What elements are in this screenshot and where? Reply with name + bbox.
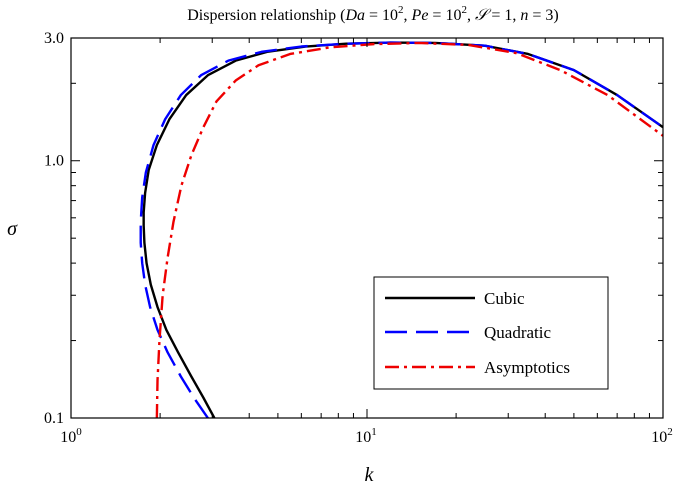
legend-label-cubic: Cubic bbox=[484, 289, 525, 308]
x-tick-label-100: 102 bbox=[651, 426, 673, 446]
x-tick-label-10: 101 bbox=[355, 426, 377, 446]
y-tick-label-1.0: 1.0 bbox=[44, 153, 64, 170]
legend-box bbox=[373, 276, 609, 390]
legend-label-asymptotics: Asymptotics bbox=[484, 358, 570, 377]
series-layer bbox=[139, 41, 663, 418]
legend: Cubic Quadratic Asymptotics bbox=[373, 276, 609, 390]
legend-label-quadratic: Quadratic bbox=[484, 323, 551, 342]
y-axis-label: σ bbox=[7, 218, 18, 240]
y-tick-label-0.1: 0.1 bbox=[44, 410, 64, 427]
series-line-asymptotics bbox=[155, 41, 663, 418]
series-line-quadratic bbox=[139, 41, 663, 418]
plot-frame bbox=[70, 37, 664, 419]
x-axis-label: k bbox=[365, 464, 375, 486]
chart-title: Dispersion relationship (Da = 102, Pe = … bbox=[187, 4, 558, 24]
y-tick-label-3.0: 3.0 bbox=[44, 30, 64, 47]
x-tick-label-1: 100 bbox=[60, 426, 82, 446]
